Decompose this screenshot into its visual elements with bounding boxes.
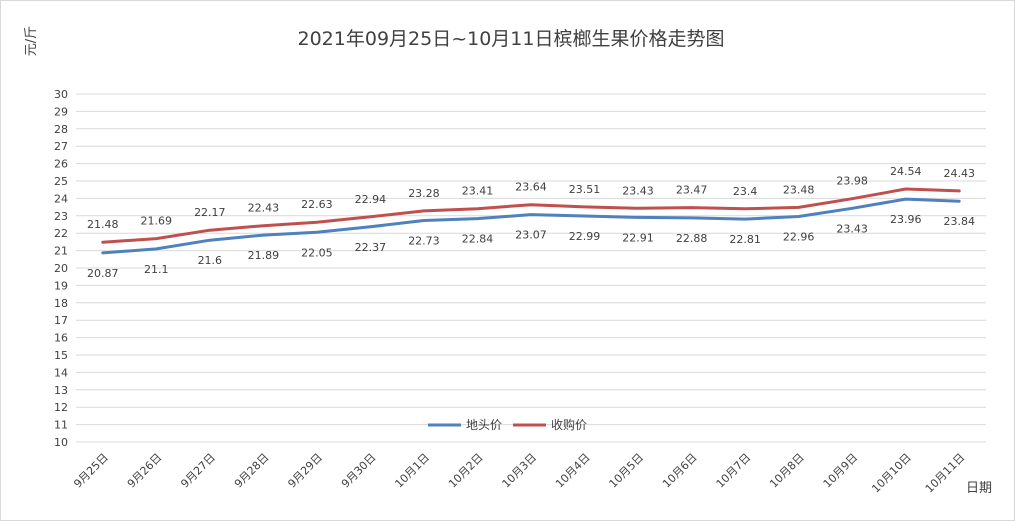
- data-label: 23.43: [622, 184, 654, 197]
- data-label: 24.43: [943, 167, 975, 180]
- x-tick-label: 9月29日: [285, 451, 325, 491]
- x-axis-ticks: 9月25日 9月26日 9月27日 9月28日 9月29日 9月30日 10月1日 10月2日…: [71, 451, 967, 496]
- x-tick-label: 10月10日: [869, 451, 914, 496]
- data-label: 22.43: [248, 202, 280, 215]
- x-tick-label: 10月4日: [553, 451, 593, 491]
- legend-label: 收购价: [551, 417, 587, 432]
- data-label: 23.28: [408, 187, 440, 200]
- data-label: 23.98: [836, 175, 868, 188]
- x-tick-label: 10月5日: [607, 451, 647, 491]
- y-tick-label: 18: [54, 297, 68, 310]
- y-tick-label: 30: [54, 88, 68, 101]
- data-label: 23.96: [890, 213, 922, 226]
- data-label: 24.54: [890, 165, 922, 178]
- chart-title: 2021年09月25日~10月11日槟榔生果价格走势图: [298, 28, 725, 50]
- x-tick-label: 9月28日: [232, 451, 272, 491]
- y-tick-label: 11: [54, 419, 68, 432]
- x-tick-label: 9月25日: [71, 451, 111, 491]
- y-tick-label: 13: [54, 384, 68, 397]
- y-tick-label: 12: [54, 401, 68, 414]
- x-tick-label: 10月8日: [767, 451, 807, 491]
- y-tick-label: 24: [54, 192, 68, 205]
- y-tick-label: 17: [54, 314, 68, 327]
- data-label: 22.96: [783, 230, 815, 243]
- data-label: 22.73: [408, 234, 440, 247]
- y-tick-label: 16: [54, 332, 68, 345]
- data-label: 22.99: [569, 230, 601, 243]
- legend-label: 地头价: [466, 418, 502, 432]
- series-line: [101, 197, 961, 255]
- data-label: 23.43: [836, 222, 868, 235]
- data-label: 23.64: [515, 181, 547, 194]
- data-label: 23.47: [676, 184, 708, 197]
- y-tick-label: 27: [54, 140, 68, 153]
- series-lines: [101, 187, 961, 255]
- y-tick-label: 21: [54, 245, 68, 258]
- data-labels: 20.87 21.1 21.6 21.89 22.05 22.37 22.73 22.84 23…: [87, 165, 975, 280]
- y-tick-label: 29: [54, 105, 68, 118]
- data-label: 22.81: [729, 233, 761, 246]
- y-axis-title: 元/斤: [24, 26, 39, 56]
- data-label: 22.37: [355, 241, 387, 254]
- y-tick-label: 10: [54, 436, 68, 449]
- data-label: 23.41: [462, 185, 494, 198]
- data-label: 21.89: [248, 249, 280, 262]
- data-label: 21.48: [87, 218, 119, 231]
- data-label: 21.1: [144, 263, 169, 276]
- y-tick-label: 26: [54, 158, 68, 171]
- gridlines: [76, 93, 986, 443]
- x-axis-title: 日期: [966, 481, 992, 496]
- data-label: 23.48: [783, 183, 815, 196]
- x-tick-label: 9月27日: [178, 451, 218, 491]
- y-tick-label: 28: [54, 123, 68, 136]
- x-tick-label: 9月30日: [339, 451, 379, 491]
- data-label: 23.4: [733, 185, 758, 198]
- y-tick-label: 14: [54, 366, 68, 379]
- y-axis-ticks: 10 11 12 13 14 15 16 17 18 19 20 21 22 23 24 25 26 27 28 29…: [54, 88, 68, 449]
- data-label: 22.84: [462, 233, 494, 246]
- y-tick-label: 15: [54, 349, 68, 362]
- y-tick-label: 25: [54, 175, 68, 188]
- data-label: 21.69: [141, 215, 173, 228]
- data-label: 22.91: [622, 231, 654, 244]
- data-label: 22.94: [355, 193, 387, 206]
- x-tick-label: 10月1日: [392, 451, 432, 491]
- data-label: 22.17: [194, 206, 226, 219]
- data-label: 23.84: [943, 215, 975, 228]
- x-tick-label: 10月6日: [660, 451, 700, 491]
- y-tick-label: 20: [54, 262, 68, 275]
- data-label: 20.87: [87, 267, 119, 280]
- series-line: [101, 187, 961, 244]
- legend: 地头价 收购价: [428, 417, 587, 432]
- y-tick-label: 19: [54, 279, 68, 292]
- data-label: 21.6: [198, 254, 223, 267]
- data-label: 23.51: [569, 183, 601, 196]
- data-label: 22.05: [301, 246, 333, 259]
- data-label: 23.07: [515, 229, 547, 242]
- x-tick-label: 10月3日: [500, 451, 540, 491]
- y-tick-label: 22: [54, 227, 68, 240]
- x-tick-label: 10月2日: [446, 451, 486, 491]
- y-tick-label: 23: [54, 210, 68, 223]
- x-tick-label: 10月9日: [821, 451, 861, 491]
- data-label: 22.88: [676, 232, 708, 245]
- x-tick-label: 10月7日: [714, 451, 754, 491]
- x-tick-label: 10月11日: [923, 451, 968, 496]
- x-tick-label: 9月26日: [125, 451, 165, 491]
- data-label: 22.63: [301, 198, 333, 211]
